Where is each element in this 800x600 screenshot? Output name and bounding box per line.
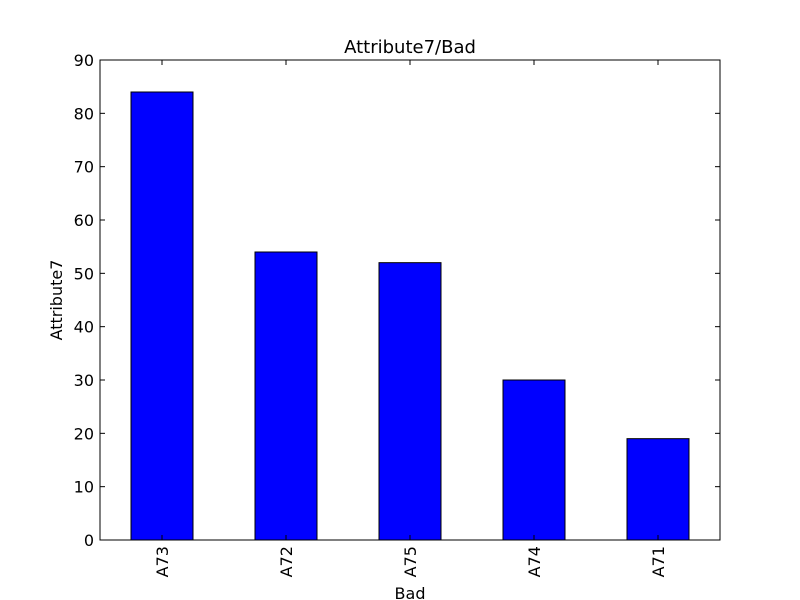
y-tick-label: 60 xyxy=(74,211,94,230)
x-tick-label: A72 xyxy=(277,546,296,577)
y-axis-ticks: 0 10 20 30 40 50 60 70 80 90 xyxy=(74,51,720,550)
bar-a71 xyxy=(626,438,690,541)
chart-title: Attribute7/Bad xyxy=(344,37,476,58)
x-tick-label: A75 xyxy=(401,546,420,577)
x-tick-label: A74 xyxy=(525,546,544,577)
y-tick-label: 40 xyxy=(74,318,94,337)
y-tick-label: 0 xyxy=(84,531,94,550)
x-axis-label: Bad xyxy=(395,584,426,600)
y-tick-label: 10 xyxy=(74,478,94,497)
bar-a75 xyxy=(378,262,442,541)
y-tick-label: 20 xyxy=(74,424,94,443)
bar-a72 xyxy=(254,251,318,541)
y-tick-label: 90 xyxy=(74,51,94,70)
y-tick-label: 50 xyxy=(74,264,94,283)
x-tick-label: A73 xyxy=(153,546,172,577)
x-tick-label: A71 xyxy=(649,546,668,577)
y-axis-label: Attribute7 xyxy=(47,260,66,341)
y-tick-label: 30 xyxy=(74,371,94,390)
y-tick-label: 70 xyxy=(74,158,94,177)
bar-a74 xyxy=(502,379,566,541)
y-tick-label: 80 xyxy=(74,104,94,123)
x-axis-ticks: A73 A72 A75 A74 A71 xyxy=(153,60,668,577)
bars-group xyxy=(130,91,690,541)
bar-a73 xyxy=(130,91,194,541)
